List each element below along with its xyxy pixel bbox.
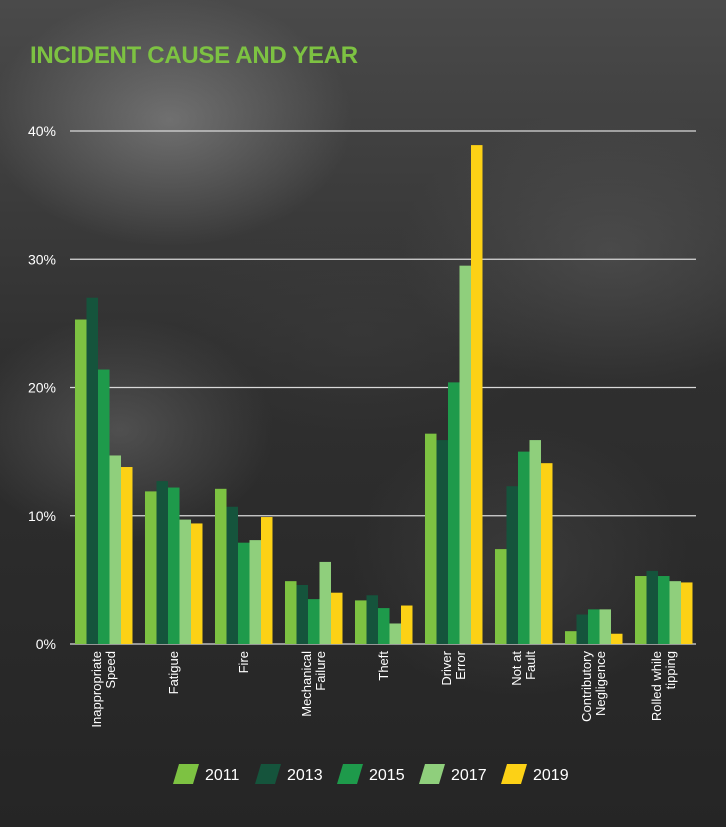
legend-swatch-2013 xyxy=(255,764,281,784)
x-tick-label: ContributoryNegligence xyxy=(579,651,608,722)
bar-2011 xyxy=(355,600,367,644)
bar-2019 xyxy=(331,592,343,644)
legend-label-2011: 2011 xyxy=(205,767,240,784)
y-tick-label: 30% xyxy=(28,251,56,267)
bar-2015 xyxy=(378,608,390,644)
bar-2015 xyxy=(238,542,250,644)
bar-2013 xyxy=(366,595,378,644)
bar-2017 xyxy=(109,455,121,644)
bar-2017 xyxy=(389,623,401,644)
bar-2013 xyxy=(296,585,308,644)
bar-2011 xyxy=(285,581,297,644)
legend-label-2013: 2013 xyxy=(287,767,323,784)
x-tick-label: DriverError xyxy=(439,650,468,685)
bar-2013 xyxy=(226,506,238,644)
x-tick-label: Theft xyxy=(376,651,391,681)
bar-2011 xyxy=(565,631,577,644)
bar-2015 xyxy=(658,576,670,644)
bar-2013 xyxy=(576,614,588,644)
legend-swatch-2015 xyxy=(337,764,363,784)
bar-2013 xyxy=(646,570,658,644)
bar-2011 xyxy=(215,488,227,644)
chart-title: INCIDENT CAUSE AND YEAR xyxy=(30,42,358,69)
x-tick-label: InappropriateSpeed xyxy=(89,651,118,728)
bar-2015 xyxy=(308,599,320,644)
bar-2013 xyxy=(156,481,168,644)
bar-2011 xyxy=(425,433,437,644)
bar-2017 xyxy=(319,561,331,644)
y-tick-label: 20% xyxy=(28,380,56,396)
legend-label-2019: 2019 xyxy=(533,767,569,784)
y-tick-label: 0% xyxy=(36,636,56,652)
bar-2019 xyxy=(191,523,203,644)
x-tick-label: Rolled whiletipping xyxy=(649,651,678,721)
bar-2013 xyxy=(86,297,98,644)
bar-2017 xyxy=(179,519,191,644)
bar-2017 xyxy=(249,540,261,644)
bar-2019 xyxy=(261,517,273,644)
bar-2019 xyxy=(121,467,133,644)
bar-2015 xyxy=(168,487,180,644)
legend-swatch-2019 xyxy=(501,764,527,784)
bar-2015 xyxy=(98,369,110,644)
bar-2013 xyxy=(436,440,448,644)
bar-2015 xyxy=(518,451,530,644)
legend-swatch-2017 xyxy=(419,764,445,784)
legend-label-2017: 2017 xyxy=(451,767,487,784)
bar-2011 xyxy=(145,491,157,644)
bar-2015 xyxy=(448,382,460,644)
x-tick-label: Fire xyxy=(236,651,251,673)
x-tick-label: Fatigue xyxy=(166,651,181,694)
bar-2013 xyxy=(506,486,518,644)
x-tick-label: MechanicalFailure xyxy=(299,651,328,717)
legend-label-2015: 2015 xyxy=(369,767,405,784)
bar-2011 xyxy=(635,576,647,644)
bar-2017 xyxy=(529,440,541,644)
bar-2019 xyxy=(681,582,693,644)
bar-2017 xyxy=(669,581,681,644)
x-tick-label: Not atFault xyxy=(509,651,538,686)
bar-2011 xyxy=(495,549,507,644)
bar-2019 xyxy=(541,463,553,644)
bar-2019 xyxy=(471,145,483,645)
legend-swatch-2011 xyxy=(173,764,199,784)
y-tick-label: 10% xyxy=(28,508,56,524)
bar-2017 xyxy=(459,265,471,644)
bar-2019 xyxy=(611,633,623,644)
bar-2015 xyxy=(588,609,600,644)
bar-2019 xyxy=(401,605,413,644)
bar-2017 xyxy=(599,609,611,644)
bar-2011 xyxy=(75,319,87,644)
y-tick-label: 40% xyxy=(28,123,56,139)
